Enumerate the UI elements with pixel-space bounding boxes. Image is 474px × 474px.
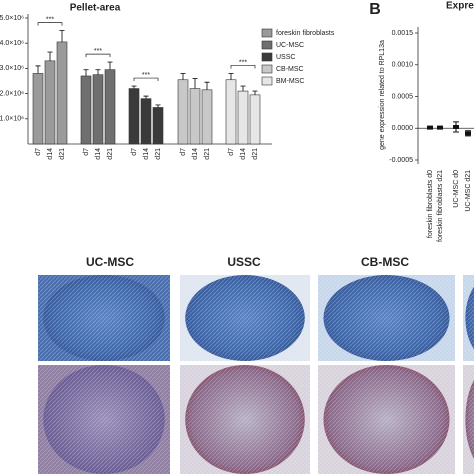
y-tick-label: 3.0×10⁶ [0,65,24,72]
texture [180,365,310,474]
significance-label: *** [239,59,247,66]
bar [177,79,189,145]
x-tick-label: d21 [252,148,259,160]
bar [225,79,237,145]
x-tick-label: d14 [192,148,199,160]
error-bar [180,72,186,80]
bar [237,90,249,145]
error-bar [131,85,137,89]
x-tick-label: d14 [47,148,54,160]
y-axis-label: gene expression related to RPL13a [379,40,386,150]
texture [318,365,455,474]
x-tick-label: d7 [83,148,90,156]
x-tick-label: d14 [240,148,247,160]
legend-swatch [261,40,273,50]
legend-swatch [261,28,273,38]
x-tick-label: d7 [131,148,138,156]
error-bar [228,72,234,80]
point [437,125,443,130]
y-tick-label: 1.0×10⁶ [0,116,24,123]
x-tick-label: d21 [204,148,211,160]
bar [140,98,152,145]
bar [92,74,104,145]
x-tick-label: d14 [95,148,102,160]
y-tick-label: 4.0×10⁶ [0,40,24,47]
micrograph-label: UC-MSC [86,255,134,269]
bar [189,88,201,145]
y-tick-label: 0.0015 [392,30,414,37]
texture [180,275,310,361]
bar [152,107,164,145]
legend-swatch [261,52,273,62]
y-tick-label: 0.0010 [392,62,414,69]
point [427,125,433,130]
x-tick-label: d21 [107,148,114,160]
point [453,124,459,129]
error-bar [47,51,53,61]
legend-swatch [261,76,273,86]
bar [128,88,140,145]
x-tick-label: foreskin fibroblasts d21 [437,170,444,242]
bar [201,89,213,145]
bar [56,41,68,145]
texture [463,365,474,474]
significance-bracket [133,77,159,82]
error-bar [107,61,113,70]
error-bar [204,81,210,90]
significance-bracket [230,65,256,69]
bar [249,94,261,145]
error-bar [240,85,246,92]
panel-label: B [369,1,381,18]
legend-label: USSC [276,54,295,61]
significance-label: *** [94,48,102,55]
legend-label: BM-MSC [276,78,304,85]
micrograph-label: USSC [227,255,261,269]
x-tick-label: d21 [59,148,66,160]
x-tick-label: UC-MSC d0 [453,170,460,208]
x-tick-label: d7 [228,148,235,156]
significance-bracket [85,53,111,58]
bar [104,69,116,145]
y-tick-label: 5.0×10⁶ [0,15,24,22]
significance-label: *** [142,72,150,79]
legend-swatch [261,64,273,74]
chart-title: Pellet-area [70,3,121,14]
x-tick-label: d7 [35,148,42,156]
texture [38,365,170,474]
micrograph-label: CB-MSC [361,255,409,269]
error-bar [95,69,101,75]
bar [80,75,92,145]
legend-label: foreskin fibroblasts [276,30,335,37]
error-bar [252,90,258,95]
significance-bracket [37,22,63,26]
bar [44,60,56,145]
texture [318,275,455,361]
y-tick-label: 0.0000 [392,125,414,132]
y-tick-label: 0.0005 [392,93,414,100]
significance-label: *** [46,16,54,23]
x-tick-label: UC-MSC d21 [465,170,472,212]
bar [32,73,44,145]
error-bar [83,69,89,76]
legend-label: CB-MSC [276,66,304,73]
error-bar [155,104,161,108]
y-tick-label: -0.0005 [389,157,413,164]
x-tick-label: foreskin fibroblasts d0 [427,170,434,238]
x-tick-label: d21 [155,148,162,160]
x-tick-label: d14 [143,148,150,160]
texture [38,275,170,361]
error-bar [59,30,65,42]
chart-title: Expre [446,1,474,12]
point [465,131,471,136]
error-bar [143,95,149,99]
x-tick-label: d7 [180,148,187,156]
error-bar [35,65,41,74]
y-tick-label: 2.0×10⁶ [0,90,24,97]
error-bar [192,78,198,89]
texture [463,275,474,361]
legend-label: UC-MSC [276,42,304,49]
